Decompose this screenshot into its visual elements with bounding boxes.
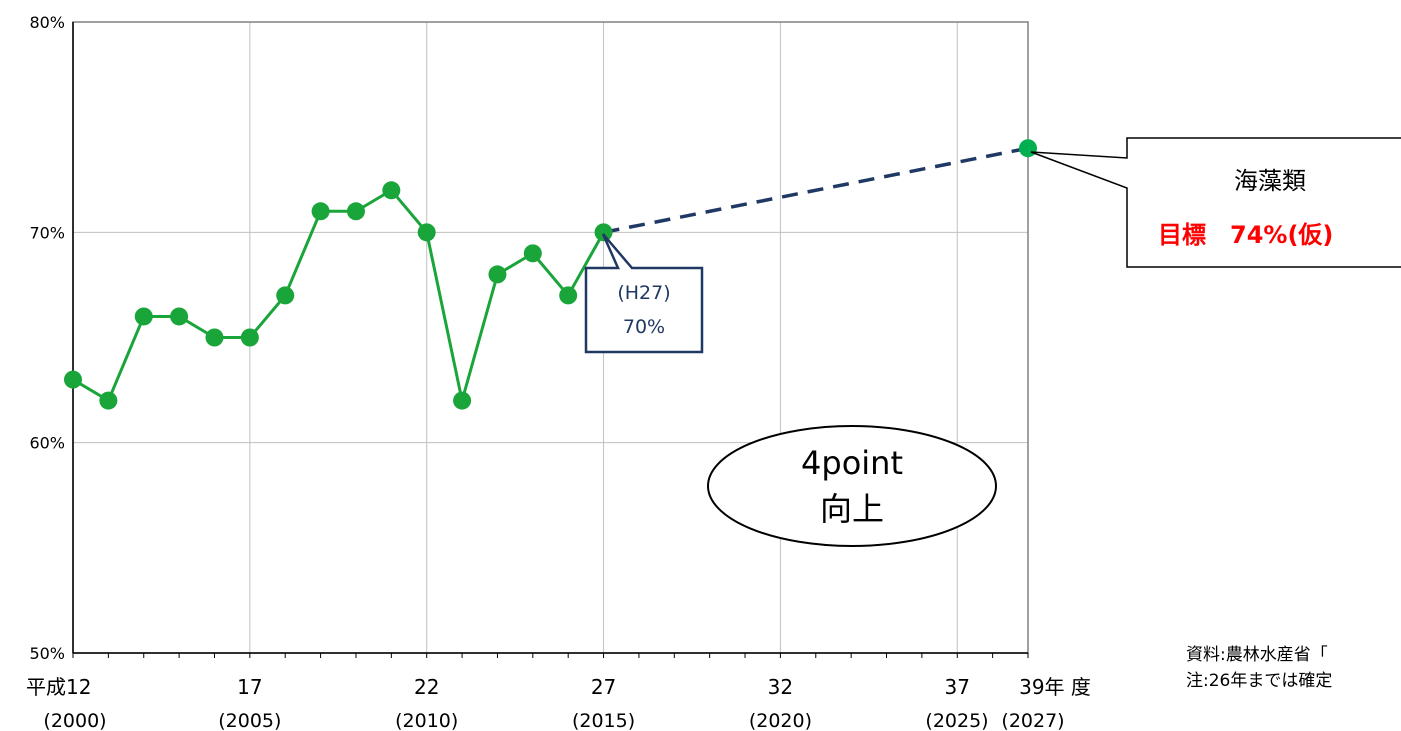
x-tick-sublabel: (2010)	[395, 710, 458, 731]
projection-line	[603, 146, 1029, 235]
data-point	[240, 328, 259, 347]
h27-callout-value: 70%	[623, 316, 665, 338]
h27-callout: (H27) 70%	[584, 233, 704, 354]
x-tick-labels: 平成12 (2000) 17 (2005) 22 (2010) 27 (2015) 32 (202…	[26, 675, 1091, 731]
x-tick-label: 27	[591, 675, 616, 699]
data-point	[205, 328, 224, 347]
y-tick-label: 80%	[29, 13, 65, 32]
x-tick-label: 39年 度	[1019, 675, 1091, 699]
data-point	[453, 391, 472, 410]
data-point	[488, 265, 507, 284]
data-point	[559, 286, 578, 305]
series-polyline	[72, 188, 605, 403]
y-tick-label: 50%	[29, 644, 65, 663]
x-tick-label: 32	[768, 675, 793, 699]
x-tick-label: 37	[945, 675, 970, 699]
data-point	[523, 244, 542, 263]
y-tick-label: 70%	[29, 223, 65, 242]
x-tick-sublabel: (2025)	[925, 710, 988, 731]
x-tick-label: 17	[237, 675, 262, 699]
axes	[72, 21, 1029, 658]
bubble-line-1: 4point	[801, 444, 903, 482]
data-point	[276, 286, 295, 305]
x-tick-sublabel: (2027)	[1001, 710, 1064, 731]
source-note: 資料:農林水産省「	[1186, 645, 1328, 665]
bubble-line-2: 向上	[820, 490, 884, 528]
x-tick-sublabel: (2015)	[572, 710, 635, 731]
x-tick-label: 平成12	[26, 675, 91, 699]
improvement-bubble: 4point 向上	[707, 425, 997, 547]
projection-dashed-line	[603, 146, 1029, 235]
data-point	[382, 181, 401, 200]
y-tick-labels: 50% 60% 70% 80%	[29, 13, 65, 663]
data-points	[64, 139, 1037, 410]
x-tick-sublabel: (2020)	[749, 710, 812, 731]
data-point	[64, 370, 82, 389]
data-point	[594, 223, 613, 242]
h27-callout-year: (H27)	[617, 282, 670, 304]
x-tick-label: 22	[414, 675, 439, 699]
footnote: 注:26年までは確定	[1186, 671, 1333, 691]
data-point	[417, 223, 436, 242]
data-point	[99, 391, 118, 410]
target-callout-title: 海藻類	[1234, 167, 1306, 195]
target-callout-value: 目標 74%(仮)	[1158, 221, 1333, 249]
data-point	[346, 202, 365, 221]
target-point	[1019, 139, 1037, 158]
data-point	[170, 307, 189, 326]
target-callout: 海藻類 目標 74%(仮)	[1030, 137, 1401, 268]
series-line	[72, 188, 605, 403]
y-tick-label: 60%	[29, 434, 65, 453]
x-tick-sublabel: (2000)	[43, 710, 106, 731]
data-point	[311, 202, 330, 221]
data-point	[134, 307, 153, 326]
x-tick-sublabel: (2005)	[218, 710, 281, 731]
